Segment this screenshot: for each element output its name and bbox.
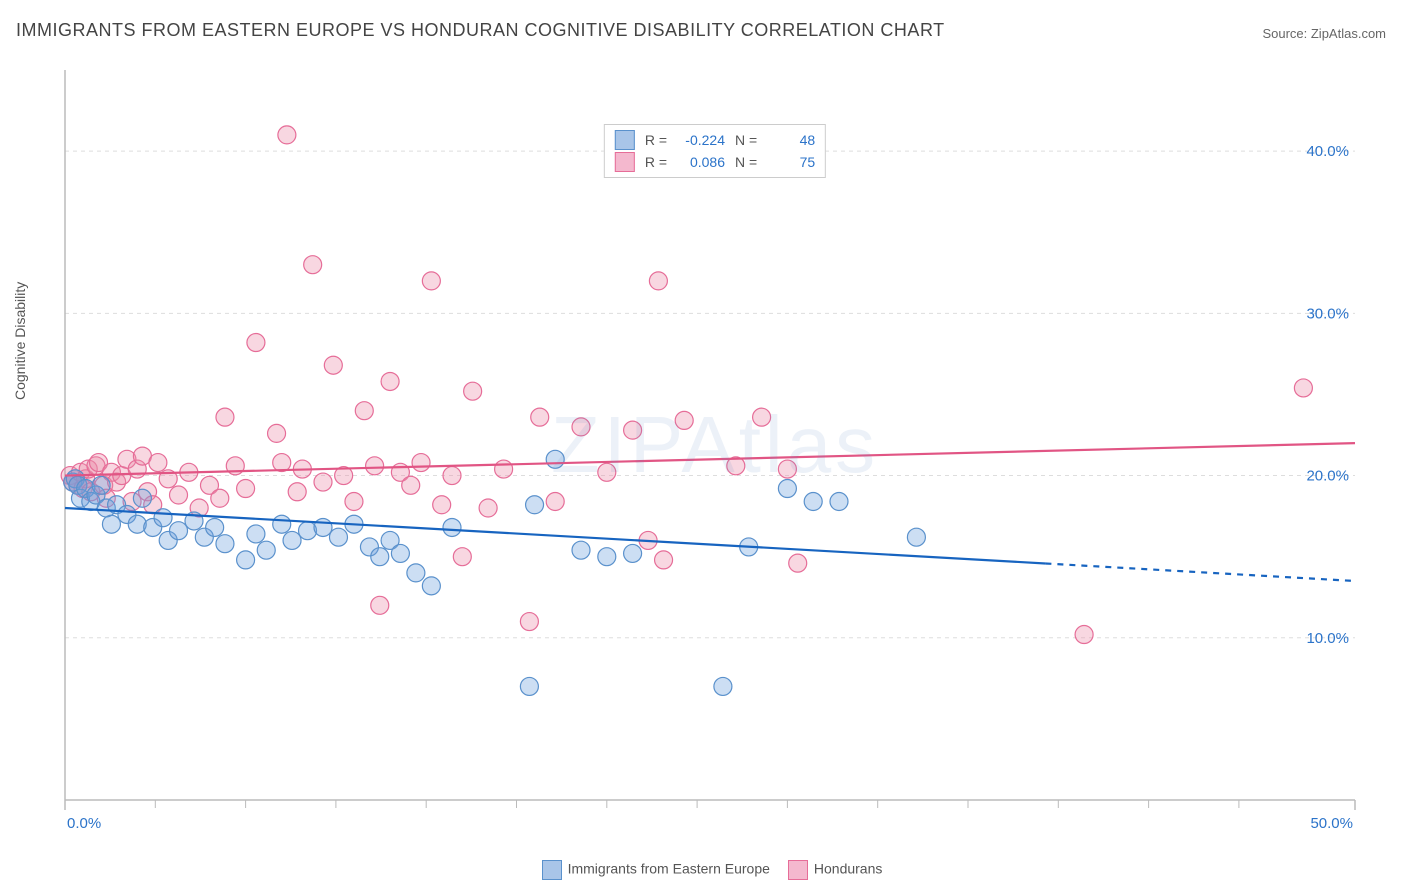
correlation-legend: R = -0.224 N = 48 R = 0.086 N = 75 xyxy=(604,124,826,178)
svg-text:20.0%: 20.0% xyxy=(1306,468,1349,485)
legend-n-label: N = xyxy=(735,132,757,148)
series-legend: Immigrants from Eastern Europe Hondurans xyxy=(0,860,1406,880)
legend-n-label: N = xyxy=(735,154,757,170)
legend-series-label: Immigrants from Eastern Europe xyxy=(568,861,770,877)
legend-swatch xyxy=(615,130,635,150)
svg-text:50.0%: 50.0% xyxy=(1310,815,1353,830)
legend-r-label: R = xyxy=(645,154,667,170)
legend-r-label: R = xyxy=(645,132,667,148)
legend-n-value: 75 xyxy=(767,154,815,170)
legend-r-value: 0.086 xyxy=(677,154,725,170)
legend-r-value: -0.224 xyxy=(677,132,725,148)
legend-swatch xyxy=(542,860,562,880)
legend-swatch xyxy=(788,860,808,880)
chart-title: IMMIGRANTS FROM EASTERN EUROPE VS HONDUR… xyxy=(16,20,945,41)
legend-row: R = -0.224 N = 48 xyxy=(615,129,815,151)
source-label: Source: ZipAtlas.com xyxy=(1262,26,1386,41)
svg-text:10.0%: 10.0% xyxy=(1306,630,1349,647)
svg-text:30.0%: 30.0% xyxy=(1306,305,1349,322)
scatter-chart: 10.0%20.0%30.0%40.0%0.0%50.0% ZIPAtlas R… xyxy=(55,60,1375,830)
legend-swatch xyxy=(615,152,635,172)
legend-row: R = 0.086 N = 75 xyxy=(615,151,815,173)
svg-text:40.0%: 40.0% xyxy=(1306,143,1349,160)
y-axis-label: Cognitive Disability xyxy=(12,282,28,400)
svg-text:0.0%: 0.0% xyxy=(67,815,101,830)
legend-series-label: Hondurans xyxy=(814,861,883,877)
legend-n-value: 48 xyxy=(767,132,815,148)
